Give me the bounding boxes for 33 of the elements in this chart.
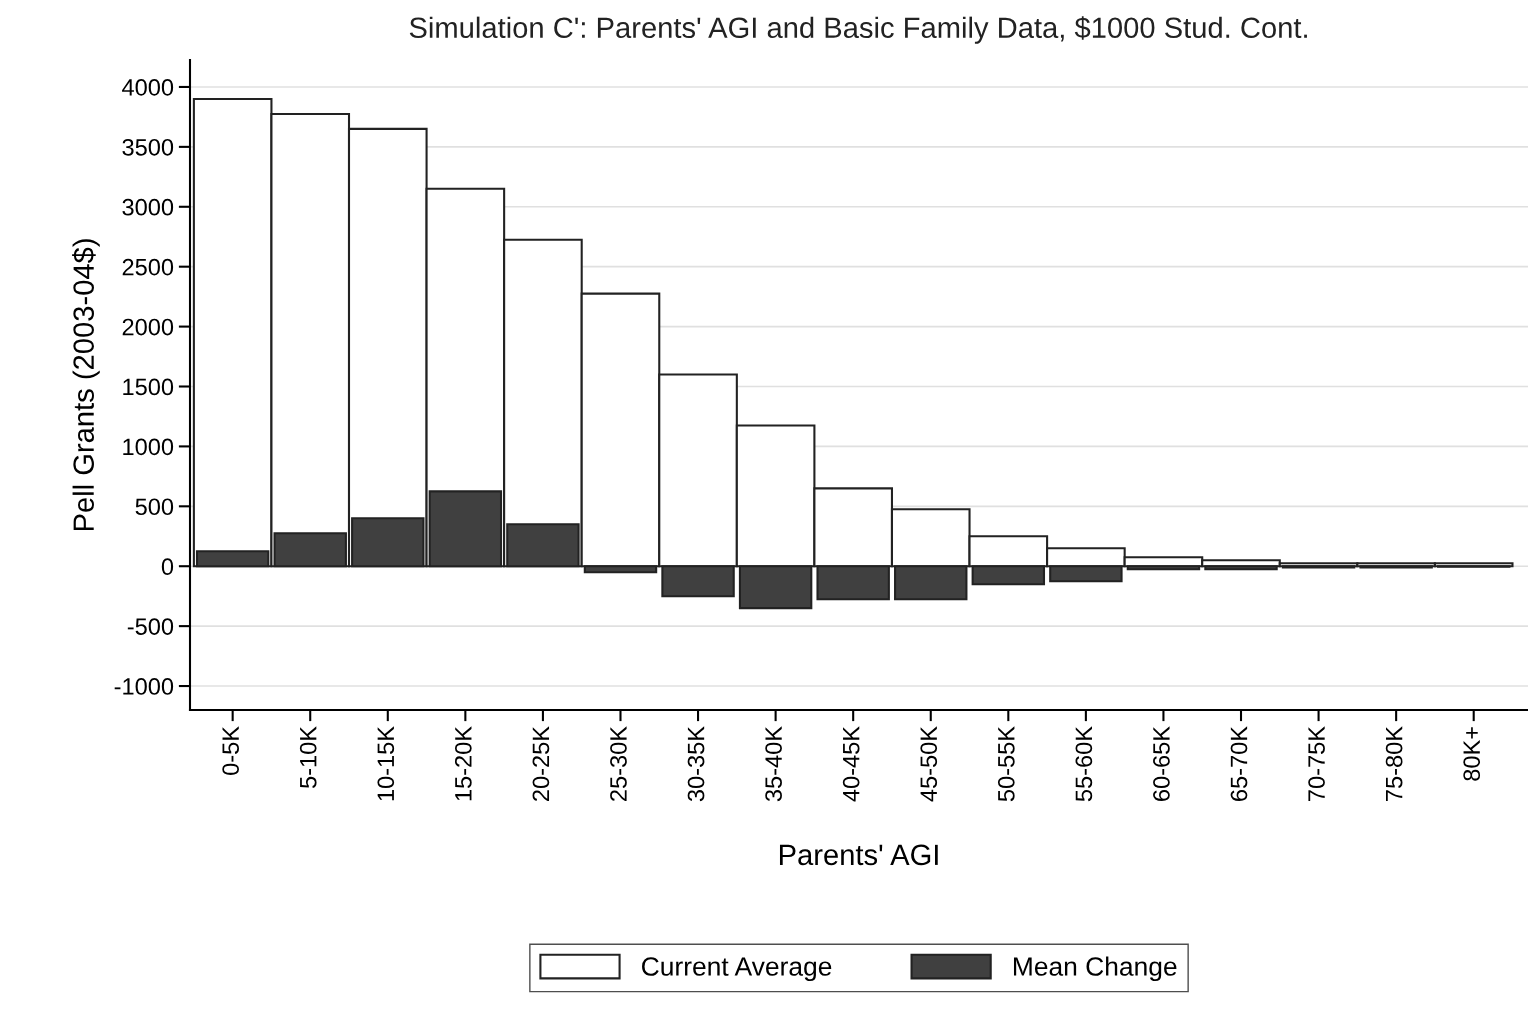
x-tick-label: 30-35K	[687, 726, 705, 802]
x-tick-label: 50-55K	[997, 726, 1015, 802]
y-tick-label: 1000	[123, 438, 174, 456]
y-tick-label: 500	[135, 498, 174, 516]
y-tick-label: 1500	[123, 378, 174, 396]
y-tick-label: 4000	[122, 79, 174, 96]
y-tick-label: 2000	[122, 318, 174, 336]
x-tick-label: 40-45K	[842, 726, 860, 802]
y-tick-label: -500	[127, 618, 174, 635]
x-tick-label: 5-10K	[299, 726, 317, 789]
y-axis-title: Pell Grants (2003-04$)	[72, 239, 100, 531]
x-tick-label: 15-20K	[454, 726, 472, 801]
y-tick-label: 3000	[122, 198, 174, 216]
y-tick-label: -1000	[114, 678, 174, 695]
x-tick-label: 0-5K	[222, 726, 239, 775]
x-tick-label: 45-50K	[920, 726, 938, 802]
legend-label: Mean Change	[1013, 956, 1177, 982]
x-tick-label: 10-15K	[377, 726, 395, 801]
chart-title: Simulation C': Parents' AGI and Basic Family Data, $1000 Stud. Cont.	[409, 16, 1307, 44]
x-tick-label: 35-40K	[765, 726, 782, 802]
y-tick-label: 2500	[122, 258, 174, 276]
x-tick-label: 60-65K	[1153, 726, 1170, 801]
x-tick-label: 20-25K	[532, 726, 550, 801]
x-tick-label: 70-75K	[1308, 726, 1325, 801]
x-tick-label: 25-30K	[610, 726, 627, 801]
y-tick-label: 0	[161, 558, 174, 576]
y-tick-label: 3500	[122, 138, 174, 156]
legend-label: Current Average	[642, 957, 832, 982]
x-tick-label: 80K+	[1463, 727, 1481, 781]
x-tick-label: 55-60K	[1075, 726, 1093, 802]
x-tick-label: 75-80K	[1385, 726, 1403, 801]
x-tick-label: 65-70K	[1230, 726, 1248, 801]
x-axis-title: Parents' AGI	[779, 844, 938, 866]
